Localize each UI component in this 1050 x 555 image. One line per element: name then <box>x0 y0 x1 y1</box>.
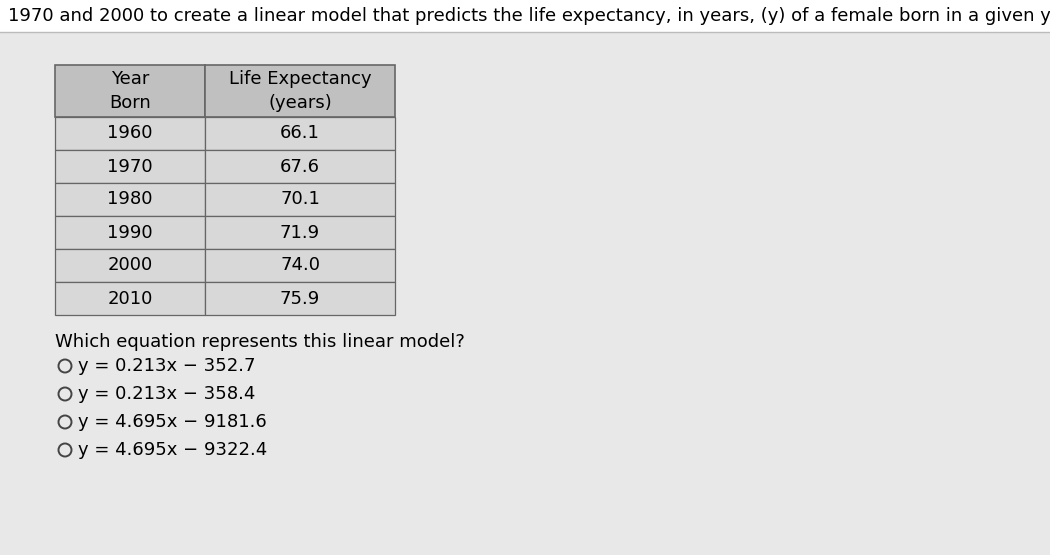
Bar <box>55 183 205 216</box>
Bar <box>55 150 205 183</box>
Text: 2000: 2000 <box>107 256 152 275</box>
Bar <box>205 117 395 150</box>
Bar <box>0 0 1050 32</box>
Text: 1990: 1990 <box>107 224 153 241</box>
Text: 1970 and 2000 to create a linear model that predicts the life expectancy, in yea: 1970 and 2000 to create a linear model t… <box>8 7 1050 25</box>
Text: y = 4.695x − 9322.4: y = 4.695x − 9322.4 <box>79 441 268 459</box>
Text: 75.9: 75.9 <box>280 290 320 307</box>
Bar <box>55 249 205 282</box>
Text: y = 0.213x − 352.7: y = 0.213x − 352.7 <box>79 357 256 375</box>
Bar <box>55 117 205 150</box>
Text: 67.6: 67.6 <box>280 158 320 175</box>
Bar <box>205 65 395 117</box>
Circle shape <box>59 360 71 372</box>
Text: Year
Born: Year Born <box>109 70 151 112</box>
Text: 66.1: 66.1 <box>280 124 320 143</box>
Bar <box>205 183 395 216</box>
Bar <box>205 150 395 183</box>
Circle shape <box>59 443 71 457</box>
Bar <box>205 282 395 315</box>
Text: 74.0: 74.0 <box>280 256 320 275</box>
Text: 1960: 1960 <box>107 124 152 143</box>
Text: 2010: 2010 <box>107 290 152 307</box>
Text: 1980: 1980 <box>107 190 152 209</box>
Text: Which equation represents this linear model?: Which equation represents this linear mo… <box>55 333 465 351</box>
Text: 70.1: 70.1 <box>280 190 320 209</box>
Bar <box>55 216 205 249</box>
Bar <box>205 249 395 282</box>
Text: 71.9: 71.9 <box>280 224 320 241</box>
Bar <box>55 282 205 315</box>
Text: 1970: 1970 <box>107 158 153 175</box>
Circle shape <box>59 416 71 428</box>
Bar <box>55 65 205 117</box>
Text: y = 0.213x − 358.4: y = 0.213x − 358.4 <box>79 385 256 403</box>
Text: Life Expectancy
(years): Life Expectancy (years) <box>229 70 372 112</box>
Bar <box>205 216 395 249</box>
Text: y = 4.695x − 9181.6: y = 4.695x − 9181.6 <box>79 413 268 431</box>
Circle shape <box>59 387 71 401</box>
